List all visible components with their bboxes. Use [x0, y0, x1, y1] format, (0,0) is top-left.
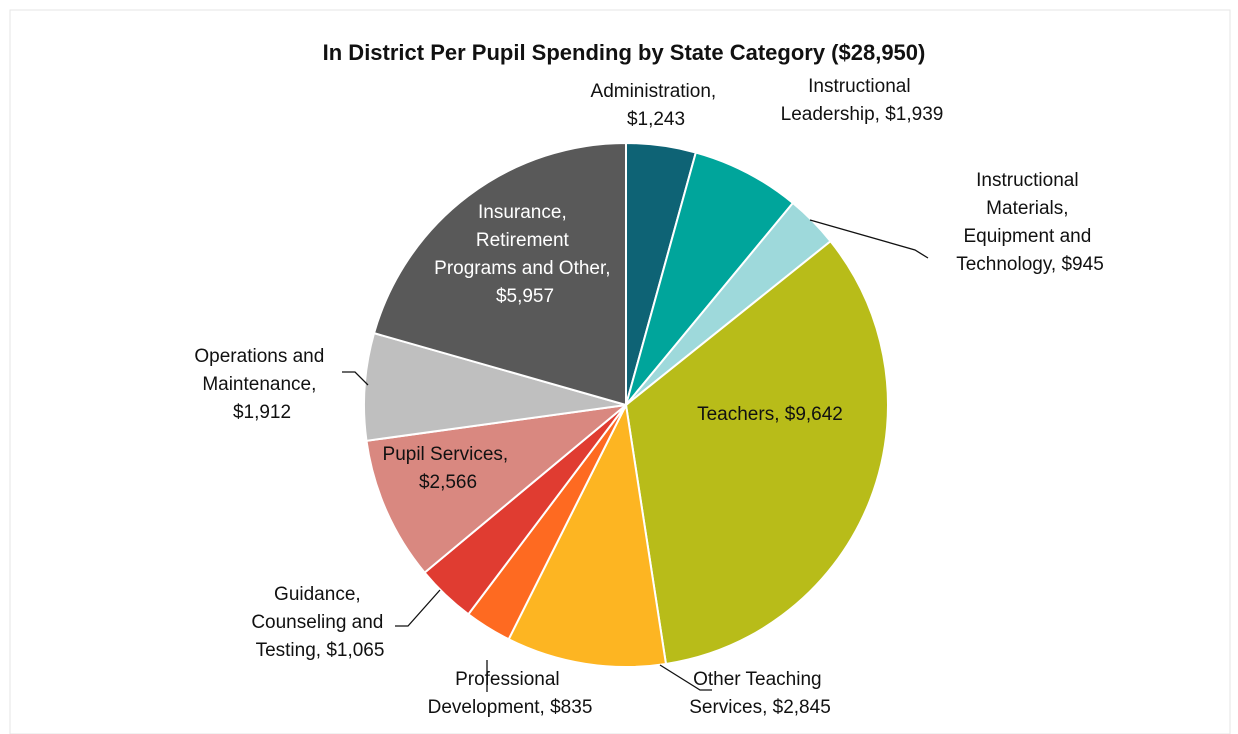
pie-slice	[363, 331, 627, 442]
data-label: Teachers, $9,642	[697, 404, 843, 425]
data-label: Guidance, Counseling and Testing, $1,065	[251, 584, 388, 661]
chart-title: In District Per Pupil Spending by State …	[323, 40, 926, 65]
leader-line	[659, 664, 712, 691]
data-label: Pupil Services, $2,566	[383, 444, 514, 493]
data-label: Instructional Leadership, $1,939	[781, 76, 944, 125]
data-label: Administration, $1,243	[591, 81, 722, 130]
pie-slice	[624, 239, 889, 666]
data-label: Instructional Materials, Equipment and T…	[956, 170, 1104, 275]
data-label: Operations and Maintenance, $1,912	[194, 346, 329, 423]
data-label: Professional Development, $835	[428, 669, 593, 718]
pie-slice	[372, 141, 627, 407]
data-label: Insurance, Retirement Programs and Other…	[434, 202, 616, 307]
pie-slice	[365, 403, 630, 574]
leader-line	[809, 219, 929, 259]
leader-line	[342, 371, 369, 386]
pie-slice	[507, 401, 668, 668]
pie-slice	[625, 151, 795, 406]
leader-line	[395, 589, 441, 627]
data-label: Other Teaching Services, $2,845	[689, 669, 831, 718]
